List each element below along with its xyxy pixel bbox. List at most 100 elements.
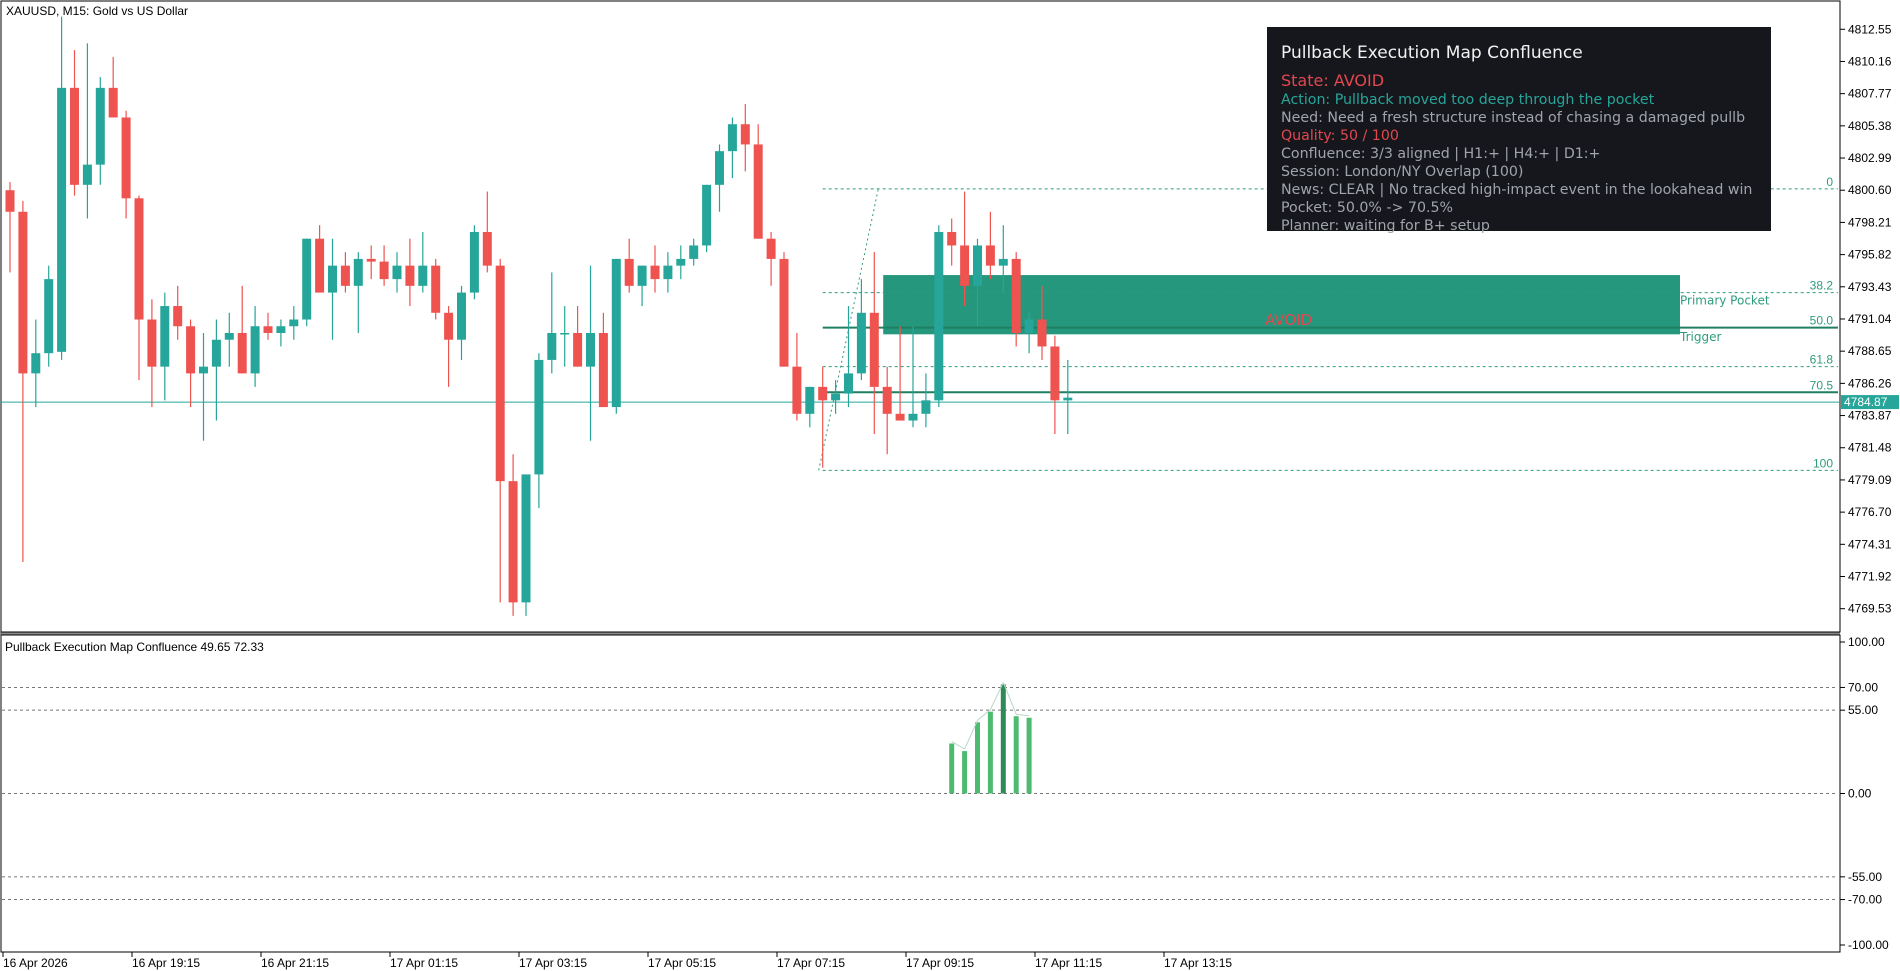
price-axis-label: 4788.65 xyxy=(1848,344,1892,358)
candle-body xyxy=(340,265,350,286)
trigger-label: Trigger xyxy=(1679,330,1721,344)
candle-body xyxy=(624,258,634,286)
candle-body xyxy=(431,265,441,313)
candle-body xyxy=(715,151,724,185)
candle-body xyxy=(237,332,247,374)
candle-body xyxy=(418,265,428,286)
indicator-axis-label: 55.00 xyxy=(1848,703,1878,717)
zone-state-label: AVOID xyxy=(1265,311,1312,329)
candle-body xyxy=(315,238,325,293)
price-axis-label: 4802.99 xyxy=(1848,151,1892,165)
candle-body xyxy=(444,312,454,340)
candle-body xyxy=(211,339,221,367)
time-axis-label: 16 Apr 2026 xyxy=(3,956,68,970)
price-axis-label: 4793.43 xyxy=(1848,280,1892,294)
candle-body xyxy=(1011,258,1021,333)
candle-body xyxy=(469,231,479,293)
candle-body xyxy=(805,386,815,414)
histogram-bar xyxy=(962,751,968,794)
time-axis-label: 17 Apr 05:15 xyxy=(648,956,716,970)
histogram-bar xyxy=(1000,684,1006,794)
candle-body xyxy=(598,332,608,408)
candle-body xyxy=(753,144,763,239)
panel-planner: Planner: waiting for B+ setup xyxy=(1281,218,1490,234)
candle-body xyxy=(792,366,802,414)
confluence-panel: Pullback Execution Map Confluence State:… xyxy=(1267,27,1771,234)
candle-body xyxy=(70,87,79,185)
candle-body xyxy=(831,393,841,401)
candle-body xyxy=(405,265,415,286)
candle-body xyxy=(147,319,157,367)
candle-body xyxy=(998,258,1008,266)
candle-body xyxy=(392,265,402,280)
candle-body xyxy=(908,413,918,421)
candle-body xyxy=(263,326,273,333)
time-axis-label: 17 Apr 11:15 xyxy=(1035,956,1102,970)
candle-body xyxy=(108,87,118,118)
price-axis-label: 4791.04 xyxy=(1848,312,1892,326)
histogram-bar xyxy=(987,711,993,794)
candle-body xyxy=(689,245,699,259)
price-axis-label: 4798.21 xyxy=(1848,215,1892,229)
panel-action: Action: Pullback moved too deep through … xyxy=(1281,92,1655,108)
candle-body xyxy=(947,231,957,246)
fib-level-label: 0 xyxy=(1826,175,1833,189)
price-axis-label: 4776.70 xyxy=(1848,505,1892,519)
indicator-axis-label: -70.00 xyxy=(1848,893,1882,907)
candle-body xyxy=(495,265,505,482)
price-axis-label: 4807.77 xyxy=(1848,87,1892,101)
price-axis-label: 4783.87 xyxy=(1848,409,1892,423)
candle-body xyxy=(934,231,944,401)
candle-body xyxy=(379,261,389,280)
candle-body xyxy=(650,265,660,280)
indicator-axis-label: -100.00 xyxy=(1848,938,1889,952)
candle-body xyxy=(766,238,776,259)
candle-body xyxy=(1050,346,1060,401)
candle-body xyxy=(482,231,492,266)
candle-body xyxy=(882,386,892,414)
candle-body xyxy=(702,184,712,246)
price-axis-label: 4779.09 xyxy=(1848,473,1892,487)
candle-body xyxy=(844,373,853,394)
price-axis-label: 4812.55 xyxy=(1848,22,1892,36)
candle-body xyxy=(1037,319,1047,347)
panel-state: State: AVOID xyxy=(1281,71,1385,90)
candle-body xyxy=(18,211,28,374)
price-axis-label: 4810.16 xyxy=(1848,54,1892,68)
time-axis-label: 17 Apr 03:15 xyxy=(519,956,587,970)
candle-body xyxy=(534,359,544,475)
indicator-axis-label: 70.00 xyxy=(1848,680,1878,694)
histogram-bar xyxy=(1013,716,1019,794)
signal-line xyxy=(1016,713,1030,717)
candle-body xyxy=(547,332,557,360)
candle-body xyxy=(1024,319,1034,333)
candle-body xyxy=(276,326,286,333)
candle-body xyxy=(973,245,982,286)
price-axis-label: 4781.48 xyxy=(1848,441,1892,455)
panel-news: News: CLEAR | No tracked high-impact eve… xyxy=(1281,182,1753,198)
current-price-label: 4784.87 xyxy=(1844,395,1888,409)
candle-body xyxy=(508,481,518,603)
indicator-axis-label: 0.00 xyxy=(1848,787,1872,801)
panel-quality: Quality: 50 / 100 xyxy=(1281,128,1399,144)
candle-body xyxy=(186,326,196,374)
main-chart-frame xyxy=(0,0,1841,633)
candle-body xyxy=(921,400,931,414)
candle-body xyxy=(586,332,595,367)
time-axis-label: 17 Apr 09:15 xyxy=(906,956,974,970)
candle-body xyxy=(250,326,260,374)
candle-body xyxy=(134,198,144,320)
candle-body xyxy=(457,292,466,340)
candle-body xyxy=(302,238,312,320)
time-axis-label: 16 Apr 19:15 xyxy=(132,956,200,970)
candle-body xyxy=(663,265,673,280)
indicator-axis-label: 100.00 xyxy=(1848,635,1885,649)
fib-level-label: 38.2 xyxy=(1810,279,1834,293)
histogram-bar xyxy=(1026,717,1032,794)
price-axis-label: 4805.38 xyxy=(1848,119,1892,133)
candle-body xyxy=(637,265,647,286)
panel-confluence: Confluence: 3/3 aligned | H1:+ | H4:+ | … xyxy=(1281,146,1601,162)
price-axis-label: 4769.53 xyxy=(1848,602,1892,616)
candle-body xyxy=(173,306,183,327)
